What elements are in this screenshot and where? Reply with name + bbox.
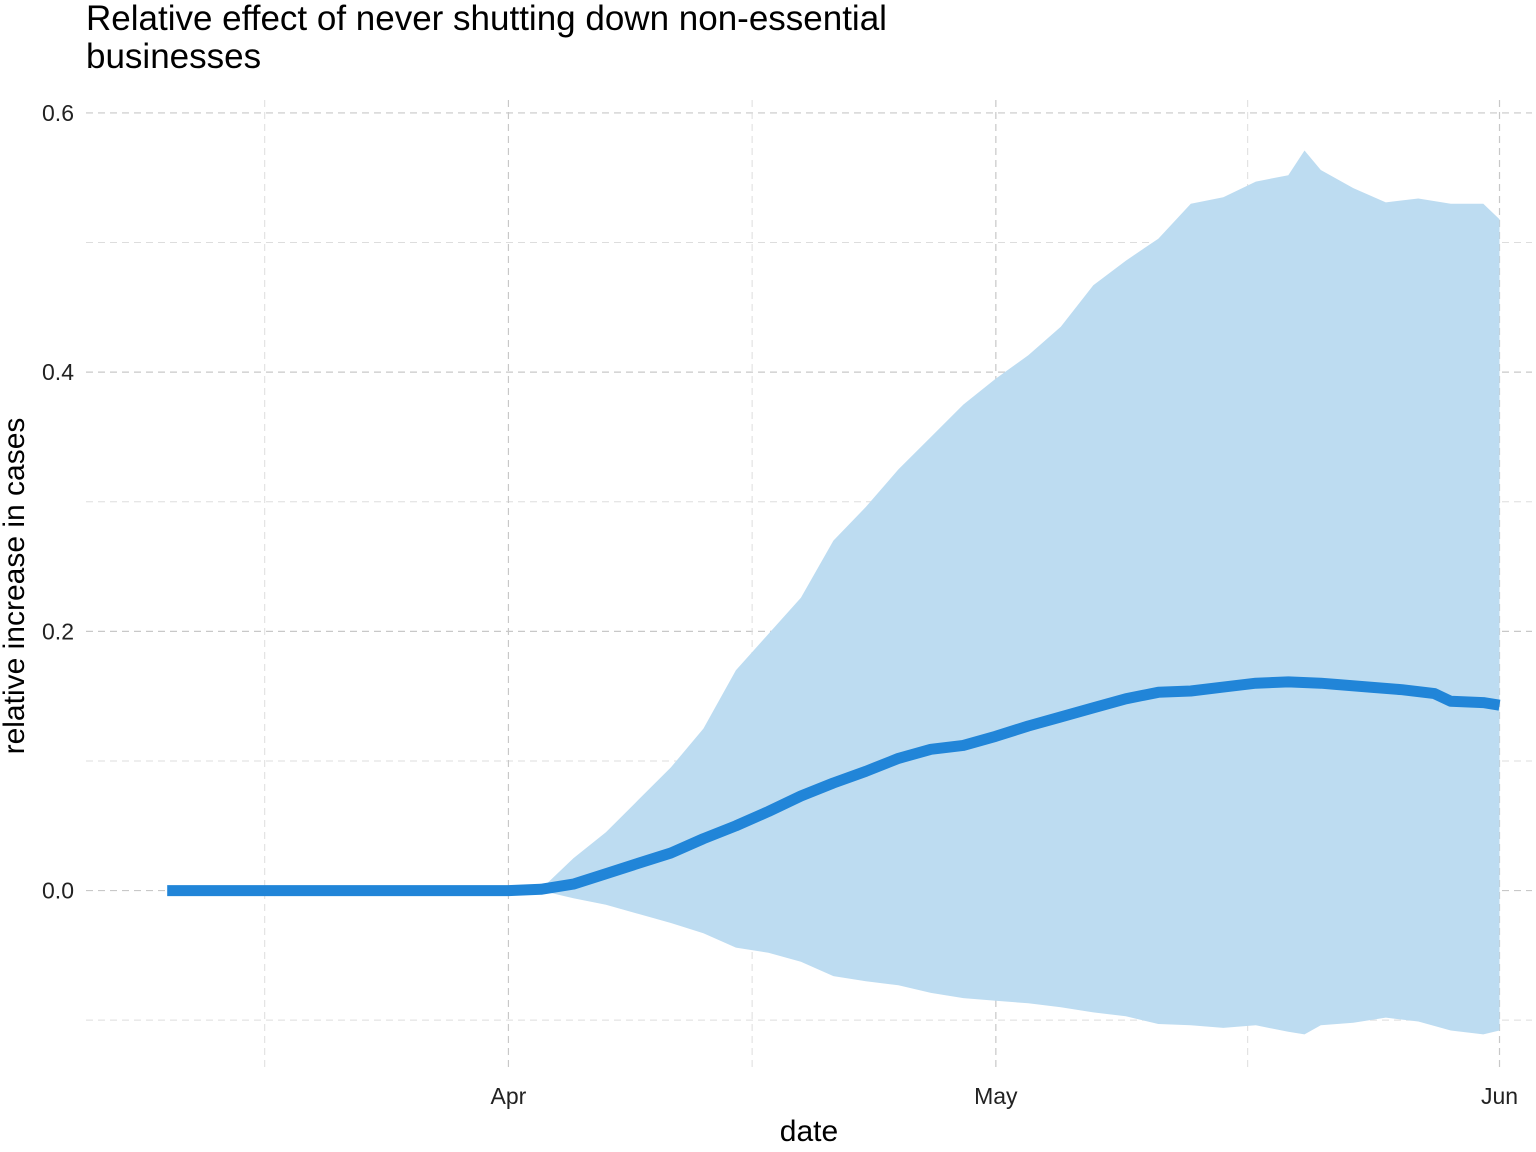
x-axis-ticks: Apr May Jun bbox=[491, 1083, 1519, 1109]
y-axis-ticks: 0.0 0.2 0.4 0.6 bbox=[42, 100, 74, 904]
y-tick-label: 0.2 bbox=[42, 618, 74, 644]
x-axis-title: date bbox=[780, 1115, 838, 1148]
confidence-band bbox=[540, 150, 1500, 1035]
y-tick-label: 0.0 bbox=[42, 878, 74, 904]
y-tick-label: 0.4 bbox=[42, 359, 74, 385]
y-tick-label: 0.6 bbox=[42, 100, 74, 126]
y-axis-title: relative increase in cases bbox=[0, 418, 31, 755]
x-tick-label: May bbox=[974, 1083, 1018, 1109]
confidence-band-layer bbox=[540, 150, 1500, 1035]
chart-title: Relative effect of never shutting down n… bbox=[86, 0, 887, 76]
mean-line-layer bbox=[167, 676, 1501, 897]
x-tick-label: Jun bbox=[1481, 1083, 1518, 1109]
x-tick-label: Apr bbox=[491, 1083, 527, 1109]
mean-effect-line bbox=[167, 676, 1501, 897]
